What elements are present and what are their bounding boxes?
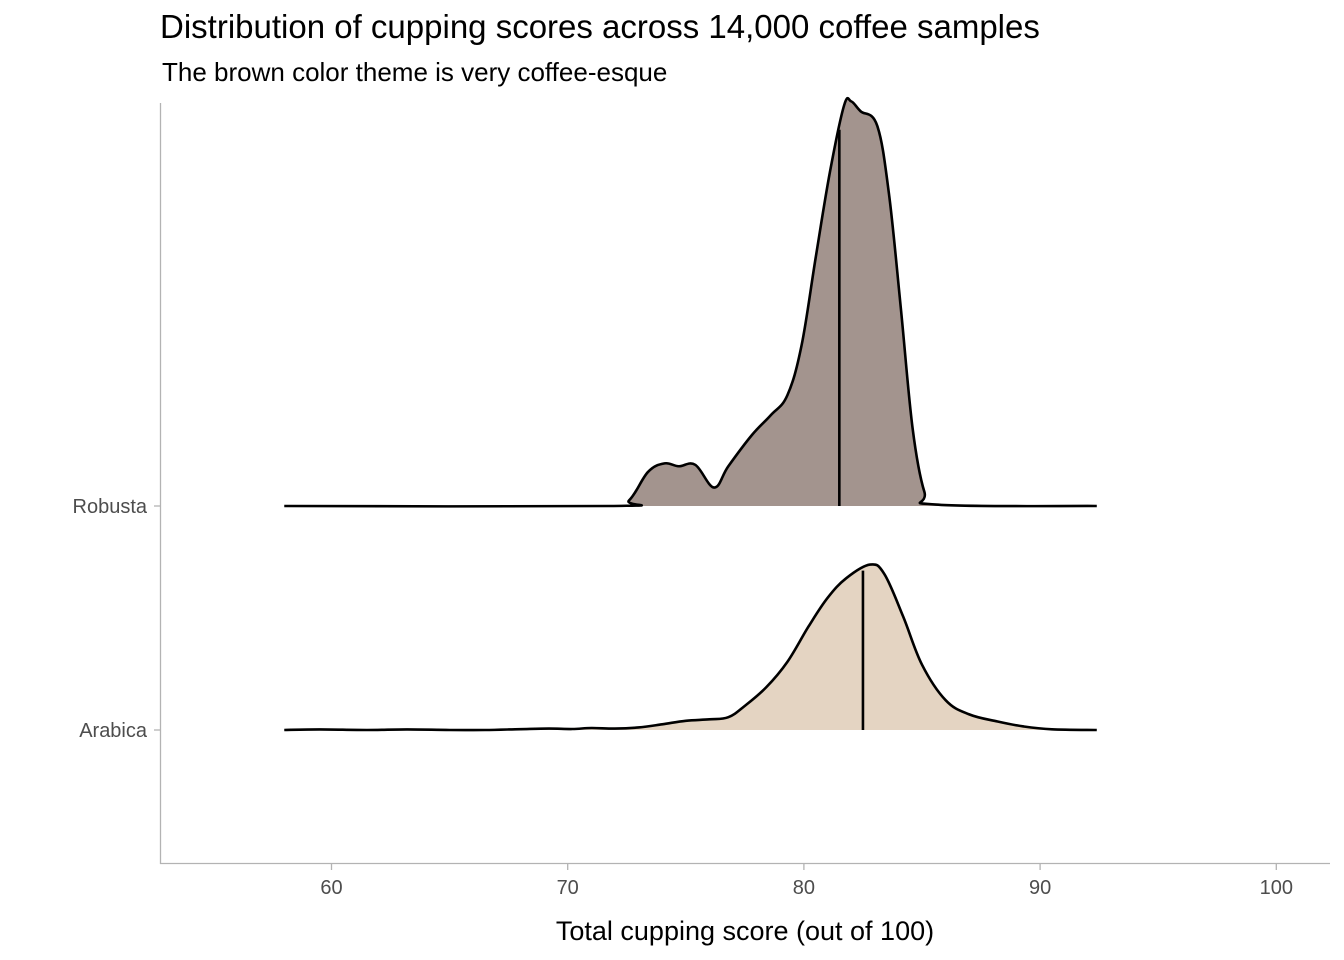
density-line-robusta [284, 96, 1097, 508]
ridge-arabica [284, 563, 1097, 732]
x-ticks-layer: 60 70 80 90 100 [320, 864, 1293, 899]
y-tick-label-robusta: Robusta [73, 496, 148, 518]
x-tick-label: 90 [1029, 877, 1051, 899]
x-tick-label: 70 [557, 877, 579, 899]
density-area-arabica [284, 564, 1097, 731]
x-tick-label: 100 [1260, 877, 1293, 899]
density-area-robusta [284, 98, 1097, 507]
y-tick-label-arabica: Arabica [79, 720, 148, 742]
ridge-robusta [284, 96, 1097, 508]
chart-title: Distribution of cupping scores across 14… [160, 8, 1040, 45]
chart-subtitle: The brown color theme is very coffee-esq… [162, 57, 668, 87]
density-line-arabica [284, 563, 1097, 732]
x-tick-label: 60 [320, 877, 342, 899]
y-ticks-layer: Arabica Robusta [73, 496, 160, 742]
x-tick-label: 80 [793, 877, 815, 899]
ridges-layer [284, 96, 1097, 732]
axes-layer [159, 103, 1330, 865]
x-axis-label: Total cupping score (out of 100) [556, 916, 934, 946]
